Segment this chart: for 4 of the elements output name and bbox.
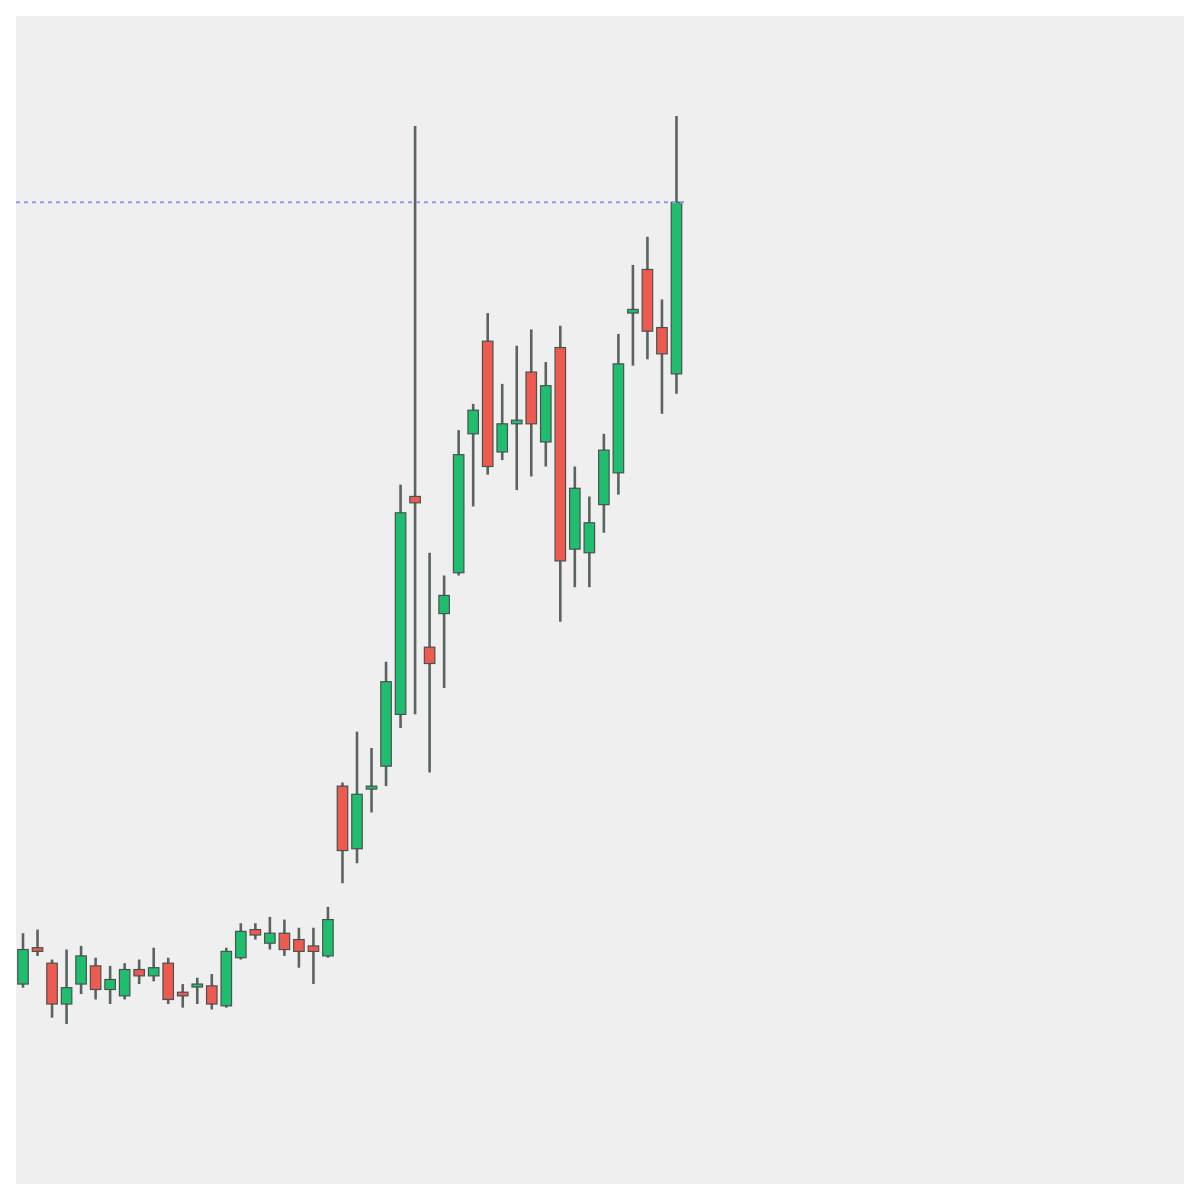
candlestick	[438, 574, 450, 690]
candlestick	[365, 746, 378, 814]
candlestick	[423, 551, 436, 774]
candlestick	[409, 124, 421, 716]
